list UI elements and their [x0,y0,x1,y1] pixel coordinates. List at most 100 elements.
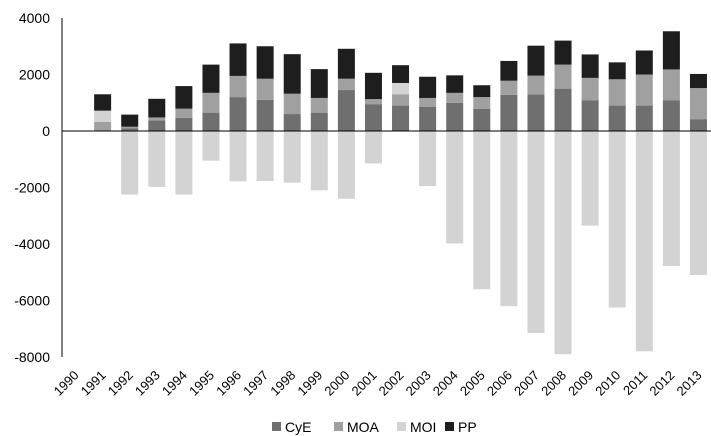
x-tick-label: 1999 [294,368,325,399]
bar-pp-1997 [256,46,274,79]
bar-cye-1995 [202,112,220,131]
bar-cye-1998 [283,114,301,131]
legend: CyE MOA MOI PP [272,419,477,435]
bar-pp-1999 [310,69,328,98]
bar-moa-1998 [283,93,301,115]
bar-moa-1993 [148,117,166,121]
x-tick-label: 2002 [376,368,407,399]
bar-moa-2005 [473,97,491,109]
bar-cye-2001 [364,104,382,131]
legend-label-pp: PP [458,419,477,435]
x-axis-ticks: 1990199119921993199419951996199719981999… [51,368,705,399]
x-tick-label: 2008 [538,368,569,399]
bar-moa-2003 [419,97,437,107]
y-tick-label: -6000 [14,293,50,309]
legend-swatch-moi [397,422,406,431]
bar-moa-1991 [94,121,112,131]
bar-moi-1999 [310,131,328,191]
x-tick-label: 2010 [592,368,623,399]
legend-label-cye: CyE [285,419,311,435]
bar-moi-2001 [364,131,382,164]
bar-cye-1999 [310,112,328,131]
bar-moa-1994 [175,108,193,118]
x-tick-label: 2005 [457,368,488,399]
bar-moi-2007 [527,131,545,333]
y-tick-label: 2000 [19,67,50,83]
bar-pp-1995 [202,64,220,93]
bar-moi-1991 [94,110,112,122]
bar-pp-2006 [500,60,518,81]
x-tick-label: 1994 [159,368,190,399]
bar-moa-1996 [229,75,247,98]
x-tick-label: 1991 [78,368,109,399]
bar-moi-2004 [446,131,464,244]
y-tick-label: 4000 [19,10,50,26]
bar-cye-1992 [121,128,139,131]
bar-moa-2012 [662,69,680,101]
y-axis-ticks: 4000 2000 0 -2000 -4000 -6000 -8000 [14,10,50,365]
y-tick-label: -4000 [14,236,50,252]
bar-moa-2011 [635,74,653,106]
bar-pp-1996 [229,43,247,76]
legend-swatch-pp [445,422,454,431]
bar-pp-2009 [581,54,599,78]
bar-moi-2011 [635,131,653,352]
x-tick-label: 2007 [511,368,542,399]
bar-pp-2003 [419,76,437,98]
bar-pp-2010 [608,62,626,80]
x-tick-label: 2012 [646,368,677,399]
bar-moi-1994 [175,131,193,195]
x-tick-label: 2013 [674,368,705,399]
x-tick-label: 2006 [484,368,515,399]
bar-moa-2008 [554,64,572,89]
bar-moi-1992 [121,131,139,195]
bar-moa-2004 [446,92,464,103]
bar-pp-2011 [635,50,653,75]
bar-moi-2000 [337,131,355,199]
bar-moa-2000 [337,78,355,91]
x-tick-label: 2009 [565,368,596,399]
bar-pp-2007 [527,45,545,76]
bar-cye-1994 [175,117,193,131]
x-tick-label: 1993 [132,368,163,399]
bar-cye-2002 [392,105,410,131]
bar-moi-2008 [554,131,572,355]
bar-moa-2002 [392,94,410,106]
bar-moi-1995 [202,131,220,161]
bar-moa-2010 [608,79,626,106]
x-tick-label: 2004 [430,368,461,399]
bar-pp-2002 [392,65,410,83]
bar-cye-2006 [500,94,518,131]
bar-pp-1992 [121,114,139,127]
bar-cye-2013 [689,119,707,131]
legend-swatch-moa [334,422,343,431]
bar-moi-2009 [581,131,599,226]
bar-pp-2004 [446,75,464,93]
bar-cye-1996 [229,97,247,131]
x-tick-label: 1995 [186,368,217,399]
y-tick-label: -2000 [14,180,50,196]
bar-pp-2008 [554,40,572,65]
bar-moa-2013 [689,88,707,120]
bar-cye-2011 [635,105,653,131]
bar-moi-1993 [148,131,166,187]
bar-moi-2013 [689,131,707,276]
bar-pp-2013 [689,73,707,89]
bar-cye-2012 [662,100,680,131]
bar-cye-2010 [608,105,626,131]
bar-moi-2010 [608,131,626,308]
bar-moi-2012 [662,131,680,267]
bar-moa-1995 [202,92,220,113]
x-tick-label: 1996 [213,368,244,399]
bar-pp-2005 [473,85,491,98]
bar-cye-2005 [473,108,491,131]
bar-pp-1998 [283,54,301,94]
x-tick-label: 1990 [51,368,82,399]
bar-moa-1999 [310,97,328,113]
bar-cye-2007 [527,94,545,131]
bar-moi-2003 [419,131,437,187]
bar-moa-2007 [527,75,545,95]
bar-cye-1997 [256,99,274,131]
bar-moa-1992 [121,126,139,129]
